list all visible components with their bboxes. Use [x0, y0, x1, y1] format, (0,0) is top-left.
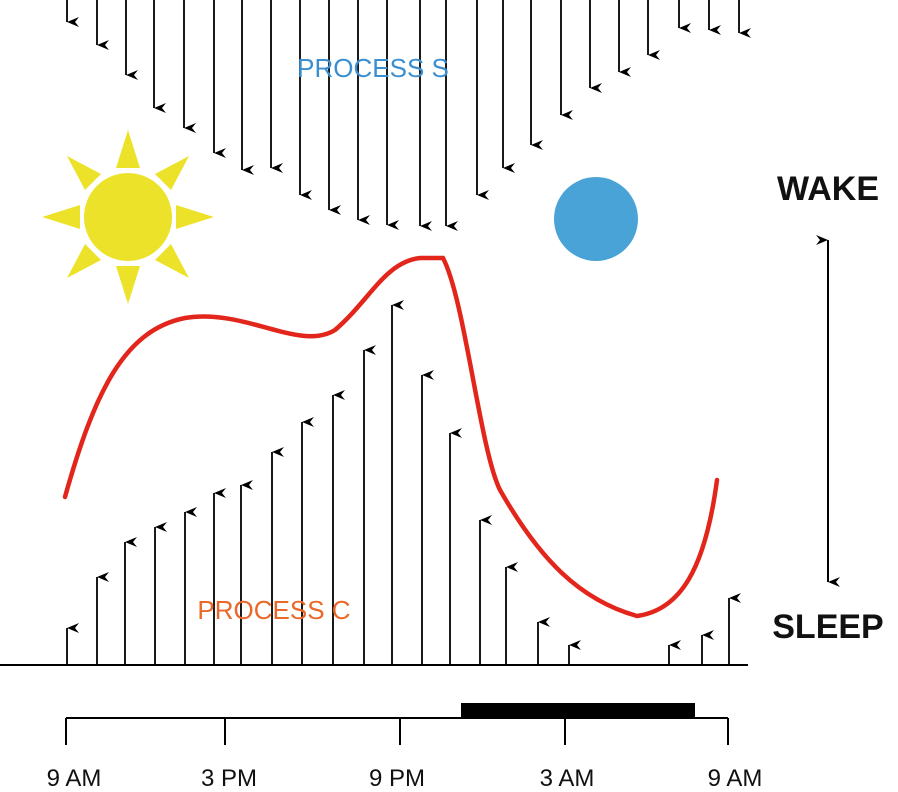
- sun-icon: [42, 130, 214, 304]
- process-c-arrows: [66, 300, 741, 665]
- tick-label-9am-end: 9 AM: [708, 765, 763, 792]
- tick-label-9pm: 9 PM: [369, 765, 425, 792]
- process-s-label: PROCESS S: [297, 53, 449, 83]
- sleep-period-bar: [461, 703, 695, 718]
- moon-icon: [554, 177, 638, 261]
- wake-label: WAKE: [777, 170, 879, 208]
- tick-label-9am-start: 9 AM: [47, 765, 102, 792]
- sleep-wake-curve: [62, 255, 720, 619]
- sleep-label: SLEEP: [772, 608, 883, 646]
- time-axis: [65, 703, 729, 745]
- tick-label-3pm: 3 PM: [201, 765, 257, 792]
- tick-label-3am: 3 AM: [540, 765, 595, 792]
- process-c-label: PROCESS C: [197, 595, 350, 625]
- process-s-arrows: [66, 0, 751, 231]
